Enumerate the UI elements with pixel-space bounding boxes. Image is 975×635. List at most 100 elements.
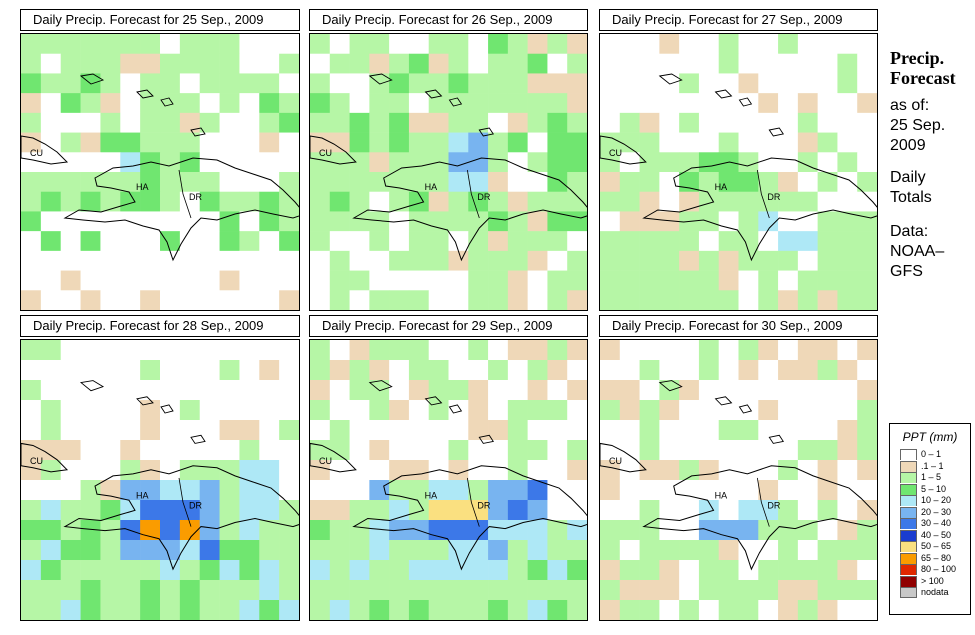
precip-cell (279, 380, 299, 401)
precip-cell (567, 132, 587, 153)
precip-map: CU HA DR (599, 339, 878, 621)
country-label-ha: HA (425, 490, 438, 500)
precip-cell (179, 340, 201, 361)
precip-cell (758, 290, 779, 310)
hispaniola-outline (63, 465, 299, 571)
precip-cell (100, 580, 121, 601)
precip-cell (160, 132, 181, 153)
precip-cell (600, 600, 621, 620)
legend-item: 65 – 80 (900, 552, 970, 565)
precip-cell (239, 460, 260, 481)
precip-cell (468, 560, 489, 581)
precip-cell (527, 53, 548, 74)
precip-cell (310, 340, 331, 361)
precip-cell (698, 540, 720, 561)
precip-cell (468, 600, 489, 620)
precip-cell (738, 152, 759, 173)
precip-cell (219, 172, 240, 193)
precip-cell (600, 520, 621, 541)
legend-swatch (900, 495, 917, 507)
precip-cell (567, 231, 587, 252)
precip-cell (389, 600, 410, 620)
precip-cell (239, 560, 260, 581)
precip-cell (310, 560, 331, 581)
precip-cell (408, 440, 430, 461)
precip-cell (738, 540, 759, 561)
precip-cell (349, 270, 370, 291)
precip-grid (600, 340, 877, 620)
precip-cell (837, 380, 858, 401)
island-outline (738, 404, 753, 414)
precip-cell (40, 211, 62, 232)
precip-cell (259, 112, 280, 133)
ha-dr-border (756, 169, 770, 219)
precip-cell (21, 112, 42, 133)
precip-map: CU HA DR (309, 33, 588, 311)
precip-cell (567, 600, 587, 620)
precip-cell (468, 270, 489, 291)
precip-cell (547, 540, 568, 561)
precip-cell (797, 340, 818, 361)
precip-cell (758, 340, 779, 361)
precip-cell (738, 112, 759, 133)
precip-cell (349, 132, 370, 153)
precip-cell (329, 600, 350, 620)
precip-cell (837, 440, 858, 461)
precip-cell (408, 112, 430, 133)
legend-swatch (900, 541, 917, 553)
precip-cell (428, 112, 449, 133)
data-line2: NOAA– (890, 243, 945, 260)
precip-cell (40, 600, 62, 620)
precip-cell (857, 520, 877, 541)
precip-cell (718, 112, 739, 133)
precip-cell (758, 540, 779, 561)
precip-cell (797, 211, 818, 232)
precip-cell (179, 480, 201, 501)
precip-cell (679, 580, 700, 601)
precip-cell (817, 500, 838, 521)
precip-cell (448, 400, 469, 421)
precip-cell (488, 420, 509, 441)
precip-cell (369, 270, 390, 291)
precip-cell (369, 460, 390, 481)
precip-cell (239, 34, 260, 55)
precip-cell (448, 34, 469, 55)
precip-cell (738, 460, 759, 481)
precip-cell (239, 152, 260, 173)
precip-cell (488, 500, 509, 521)
precip-cell (639, 211, 660, 232)
country-label-ha: HA (136, 490, 149, 500)
precip-cell (758, 420, 779, 441)
precip-cell (448, 540, 469, 561)
precip-cell (698, 580, 720, 601)
precip-cell (698, 250, 720, 271)
precip-cell (567, 93, 587, 114)
precip-cell (408, 460, 430, 481)
precip-cell (239, 480, 260, 501)
precip-cell (718, 191, 739, 212)
country-label-ha: HA (136, 182, 149, 192)
precip-cell (160, 112, 181, 133)
precip-cell (239, 400, 260, 421)
precip-cell (329, 460, 350, 481)
precip-cell (547, 270, 568, 291)
precip-cell (837, 270, 858, 291)
precip-cell (527, 560, 548, 581)
precip-cell (239, 600, 260, 620)
precip-cell (40, 172, 62, 193)
precip-cell (507, 360, 528, 381)
precip-cell (160, 73, 181, 94)
legend-item: 30 – 40 (900, 518, 970, 530)
precip-cell (488, 152, 509, 173)
precip-cell (639, 270, 660, 291)
precip-cell (40, 270, 62, 291)
precip-cell (179, 600, 201, 620)
legend-swatch (900, 506, 917, 518)
precip-cell (428, 500, 449, 521)
precip-cell (349, 500, 370, 521)
precip-cell (857, 420, 877, 441)
precip-cell (837, 480, 858, 501)
precip-cell (279, 93, 299, 114)
precip-cell (80, 480, 101, 501)
precip-cell (507, 53, 528, 74)
